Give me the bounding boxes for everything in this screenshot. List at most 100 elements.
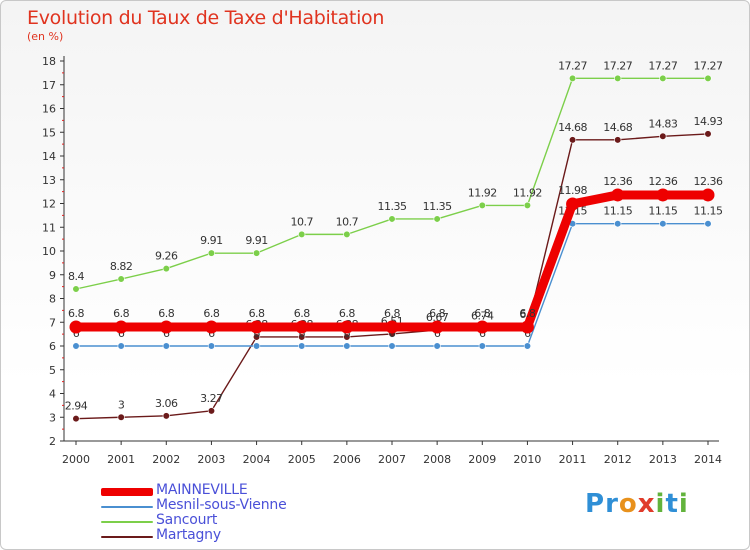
legend-label: MAINNEVILLE [156, 482, 248, 498]
data-label: 9.91 [245, 234, 268, 247]
data-point [704, 130, 712, 138]
data-label: 6 [253, 327, 260, 340]
data-point [252, 342, 261, 350]
data-point [388, 342, 396, 350]
data-point [117, 342, 125, 350]
data-label: 6.8 [339, 307, 355, 320]
data-label: 17.27 [558, 59, 587, 72]
data-label: 11.35 [423, 200, 452, 213]
data-point [659, 220, 667, 228]
x-tick-label: 2000 [62, 453, 90, 466]
logo-letter: o [618, 489, 638, 519]
data-label: 6 [389, 327, 396, 340]
data-label: 11.35 [378, 200, 407, 213]
y-tick-label: 18 [42, 55, 56, 68]
data-point [162, 264, 170, 273]
data-label: 6.8 [429, 307, 445, 320]
y-tick-label: 13 [42, 174, 56, 187]
logo-letter: i [655, 489, 666, 519]
legend-swatch [101, 536, 153, 538]
chart-unit: (en %) [27, 30, 64, 43]
x-tick-label: 2010 [513, 453, 541, 466]
legend-label: Mesnil-sous-Vienne [156, 497, 287, 513]
data-point [704, 220, 712, 228]
x-tick-label: 2011 [559, 453, 587, 466]
data-label: 3.27 [200, 392, 223, 405]
data-label: 3 [118, 398, 125, 411]
x-tick-label: 2001 [107, 453, 135, 466]
data-point [340, 320, 354, 334]
data-label: 6.74 [471, 309, 494, 322]
y-tick-label: 3 [49, 411, 56, 424]
x-tick-label: 2005 [288, 453, 316, 466]
data-point [566, 197, 580, 211]
data-label: 6 [163, 327, 170, 340]
legend-label: Sancourt [156, 512, 218, 528]
x-tick-label: 2014 [694, 453, 722, 466]
data-label: 12.36 [694, 175, 723, 188]
data-label: 12.36 [603, 175, 632, 188]
data-label: 11.15 [648, 205, 677, 218]
data-label: 11.92 [513, 186, 542, 199]
data-label: 6.8 [474, 307, 490, 320]
proxiti-logo: Proxiti [585, 489, 689, 519]
data-label: 14.68 [603, 121, 632, 134]
data-label: 8.4 [68, 270, 84, 283]
x-tick-label: 2008 [423, 453, 451, 466]
data-label: 14.93 [694, 115, 723, 128]
data-point [72, 415, 80, 423]
data-point [478, 201, 486, 209]
data-label: 6 [524, 327, 531, 340]
data-point [162, 412, 170, 420]
data-point [520, 320, 534, 334]
data-label: 10.7 [336, 215, 359, 228]
data-point [611, 188, 625, 202]
y-tick-label: 10 [42, 245, 56, 258]
data-point [659, 74, 667, 82]
data-label: 6.8 [294, 307, 310, 320]
data-label: 14.83 [648, 117, 677, 130]
data-label: 6 [479, 327, 486, 340]
data-point [159, 320, 173, 334]
legend-swatch [101, 521, 153, 523]
data-label: 2.94 [65, 400, 88, 413]
data-point [252, 333, 261, 341]
data-point [162, 342, 170, 350]
data-point [614, 74, 622, 82]
data-point [207, 342, 216, 350]
y-tick-label: 8 [49, 293, 56, 306]
data-label: 17.27 [648, 59, 677, 72]
data-point [704, 74, 712, 82]
data-point [568, 74, 577, 82]
y-tick-label: 7 [49, 316, 56, 329]
data-label: 11.92 [468, 186, 497, 199]
data-point [117, 275, 125, 283]
data-point [523, 201, 532, 209]
logo-letter: P [585, 489, 606, 519]
y-tick-label: 16 [42, 103, 56, 116]
data-point [433, 215, 441, 223]
data-label: 3.06 [155, 397, 178, 410]
x-tick-label: 2009 [468, 453, 496, 466]
data-label: 6.8 [203, 307, 219, 320]
data-label: 17.27 [603, 59, 632, 72]
y-tick-label: 5 [49, 364, 56, 377]
data-point [207, 407, 216, 415]
data-label: 6 [118, 327, 125, 340]
logo-letter: i [678, 489, 689, 519]
data-point [343, 230, 351, 238]
data-point [72, 285, 80, 293]
data-label: 6 [344, 327, 351, 340]
logo-letter: x [637, 489, 656, 519]
y-tick-label: 15 [42, 126, 56, 139]
data-point [659, 132, 667, 140]
legend-swatch [101, 506, 153, 508]
data-point [343, 333, 351, 341]
data-point [475, 320, 489, 334]
data-point [388, 215, 396, 223]
data-point [117, 413, 125, 421]
data-point [656, 188, 670, 202]
data-point [252, 249, 261, 257]
